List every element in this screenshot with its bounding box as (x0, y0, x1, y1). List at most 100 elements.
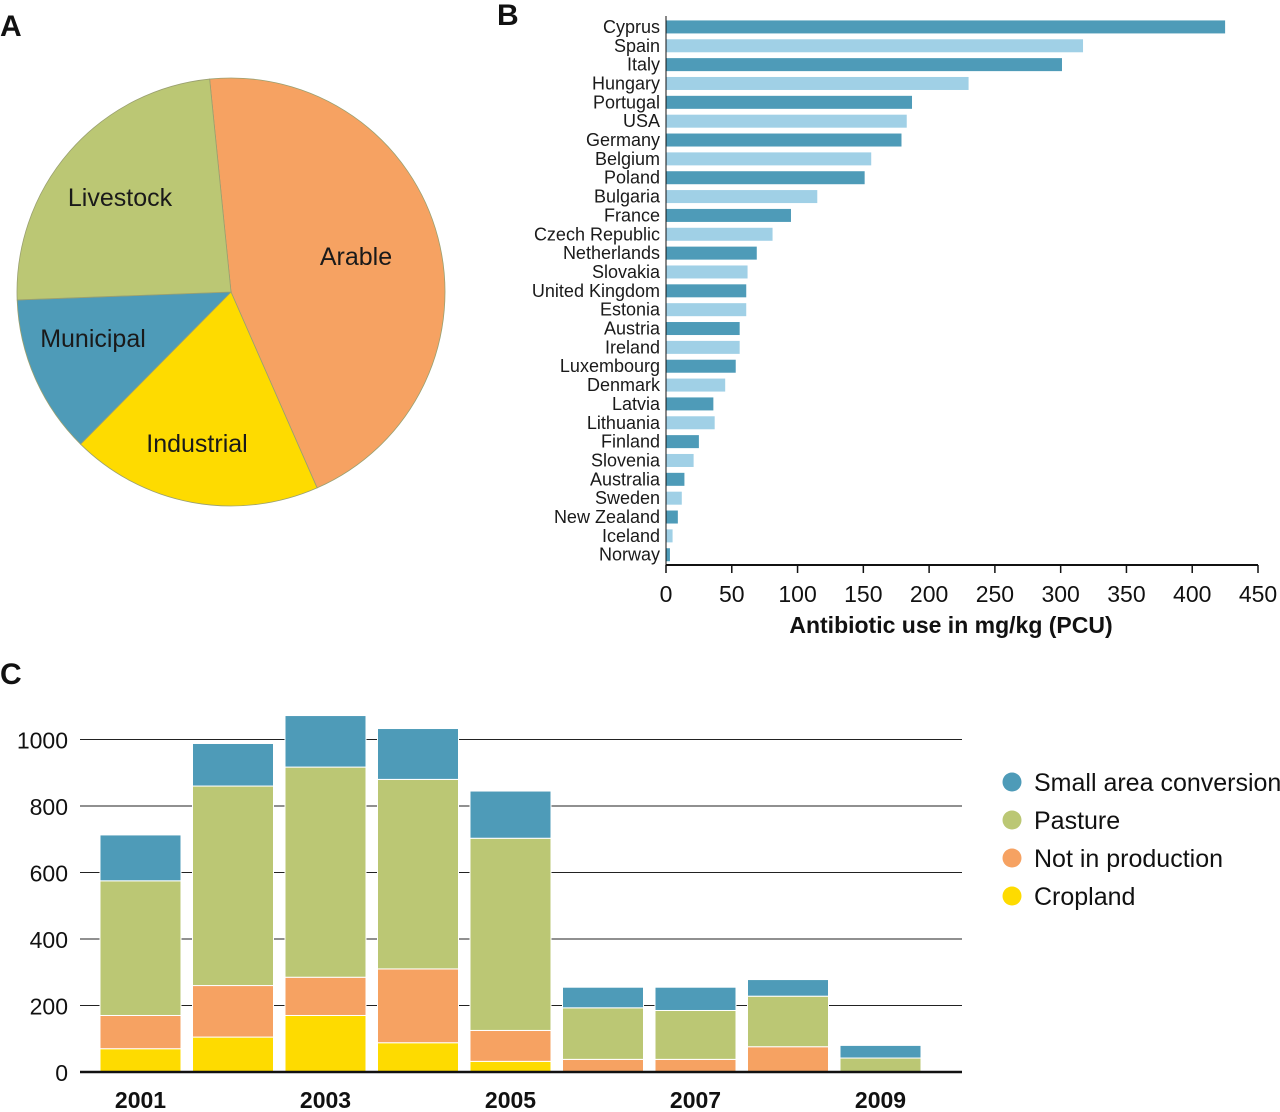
category-label-ireland: Ireland (605, 337, 660, 357)
pie-slice-municipal (16, 291, 232, 445)
bar-2004-pasture (377, 778, 459, 970)
bar-2001-small-area-conversion (99, 834, 182, 882)
bar-2001-not-in-production (99, 1014, 182, 1050)
x-tick-200: 200 (910, 581, 948, 607)
bar-new-zealand (666, 510, 678, 524)
bar-2008-pasture (747, 995, 829, 1048)
bar-norway (666, 548, 670, 562)
bar-2002-pasture (192, 785, 274, 987)
bar-czech-republic (666, 227, 773, 241)
category-label-finland: Finland (601, 432, 660, 452)
legend-label-cropland: Cropland (1034, 883, 1135, 911)
bar-2002-small-area-conversion (192, 742, 274, 787)
legend-swatch-small-area-conversion (1002, 772, 1022, 792)
bar-australia (666, 472, 685, 486)
y-tick-400: 400 (30, 927, 68, 953)
bar-portugal (666, 95, 913, 109)
x-tick-2007: 2007 (670, 1087, 721, 1112)
bar-france (666, 208, 791, 222)
bar-sweden (666, 491, 682, 505)
bar-2002-not-in-production (192, 985, 274, 1038)
bar-2007-not-in-production (654, 1058, 737, 1073)
category-label-bulgaria: Bulgaria (594, 187, 661, 207)
x-tick-2001: 2001 (115, 1087, 166, 1112)
y-tick-800: 800 (30, 794, 68, 820)
pie-slice-livestock (16, 78, 232, 301)
category-label-denmark: Denmark (587, 375, 661, 395)
legend: Small area conversion Pasture Not in produ… (1002, 769, 1280, 911)
legend-label-small-area-conversion: Small area conversion (1034, 769, 1280, 797)
category-label-spain: Spain (614, 36, 660, 56)
category-label-austria: Austria (604, 319, 661, 339)
bar-2006-pasture (562, 1007, 644, 1060)
bar-2007-pasture (654, 1009, 737, 1060)
bar-netherlands (666, 246, 757, 260)
bar-poland (666, 171, 865, 185)
antibiotic-bar-chart: CyprusSpainItalyHungaryPortugalUSAGerman… (532, 16, 1277, 638)
bar-slovenia (666, 453, 694, 467)
x-tick-150: 150 (844, 581, 882, 607)
category-label-france: France (604, 205, 660, 225)
category-label-germany: Germany (586, 130, 660, 150)
x-tick-450: 450 (1239, 581, 1277, 607)
stacked-bar-chart: 0 200 400 600 800 1000 2001 2003 2005 2007 2009 (17, 715, 962, 1112)
bar-denmark (666, 378, 726, 392)
bar-luxembourg (666, 359, 736, 373)
x-axis-title: Antibiotic use in mg/kg (PCU) (789, 612, 1112, 638)
bar-2005-small-area-conversion (469, 790, 552, 839)
x-tick-350: 350 (1107, 581, 1145, 607)
pie-chart: Arable Industrial Municipal Livestock (16, 77, 446, 507)
bar-2001-cropland (99, 1048, 182, 1073)
bar-2008-small-area-conversion (747, 979, 829, 997)
bar-slovakia (666, 265, 748, 279)
bar-united-kingdom (666, 284, 747, 298)
legend-swatch-not-in-production (1002, 848, 1022, 868)
bar-estonia (666, 303, 747, 317)
panel-a-label: A (0, 10, 22, 43)
x-tick-50: 50 (719, 581, 745, 607)
category-label-czech-republic: Czech Republic (534, 224, 660, 244)
bar-hungary (666, 76, 969, 90)
legend-label-not-in-production: Not in production (1034, 845, 1223, 873)
x-tick-100: 100 (778, 581, 816, 607)
x-tick-2009: 2009 (855, 1087, 906, 1112)
category-label-lithuania: Lithuania (587, 413, 661, 433)
bar-2007-small-area-conversion (654, 986, 737, 1011)
bar-2005-not-in-production (469, 1029, 552, 1062)
bar-2003-small-area-conversion (284, 715, 367, 768)
bar-latvia (666, 397, 714, 411)
bar-2004-cropland (377, 1042, 459, 1073)
bar-usa (666, 114, 907, 128)
bar-2005-pasture (469, 837, 552, 1031)
bar-iceland (666, 529, 673, 543)
bar-spain (666, 39, 1084, 53)
category-label-netherlands: Netherlands (563, 243, 660, 263)
category-label-cyprus: Cyprus (603, 17, 660, 37)
y-tick-1000: 1000 (17, 728, 68, 754)
bar-2006-small-area-conversion (562, 986, 644, 1009)
bar-2003-cropland (284, 1014, 367, 1073)
category-label-iceland: Iceland (602, 526, 660, 546)
bar-2003-pasture (284, 766, 367, 978)
legend-swatch-pasture (1002, 810, 1022, 830)
bar-2001-pasture (99, 880, 182, 1016)
category-label-sweden: Sweden (595, 488, 660, 508)
legend-swatch-cropland (1002, 886, 1022, 906)
bar-2008-not-in-production (747, 1046, 829, 1073)
category-label-italy: Italy (627, 55, 660, 75)
bar-italy (666, 58, 1062, 72)
category-label-slovakia: Slovakia (592, 262, 661, 282)
bar-austria (666, 322, 740, 336)
category-label-luxembourg: Luxembourg (560, 356, 660, 376)
category-label-estonia: Estonia (600, 300, 661, 320)
bar-2002-cropland (192, 1036, 274, 1073)
y-tick-0: 0 (55, 1060, 68, 1086)
category-label-latvia: Latvia (612, 394, 661, 414)
x-tick-250: 250 (976, 581, 1014, 607)
bar-belgium (666, 152, 872, 166)
pie-label-municipal: Municipal (40, 325, 146, 353)
category-label-usa: USA (623, 111, 660, 131)
bar-2006-not-in-production (562, 1058, 644, 1073)
bar-cyprus (666, 20, 1226, 34)
bar-lithuania (666, 416, 715, 430)
